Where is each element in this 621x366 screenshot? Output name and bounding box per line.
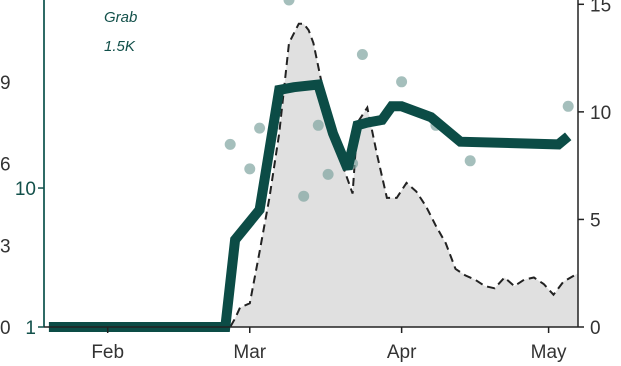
legend-value: 1.5K <box>104 38 136 55</box>
scatter-point <box>254 122 266 134</box>
scatter-point <box>224 138 236 150</box>
left-inner-tick-label: 10 <box>15 179 36 200</box>
scatter-point <box>356 49 368 60</box>
main-series-line <box>48 79 572 332</box>
x-tick-label: Mar <box>233 342 266 363</box>
right-tick-label: 10 <box>590 103 611 124</box>
x-tick-label: Apr <box>387 342 417 363</box>
scatter-point <box>312 119 324 131</box>
dashed-series <box>48 22 579 328</box>
right-tick-label: 5 <box>590 210 601 231</box>
left-tick-label: 0 <box>0 318 11 339</box>
scatter-point <box>244 163 256 175</box>
scatter-point <box>562 100 574 112</box>
right-tick-label: 15 <box>590 0 611 16</box>
scatter-point <box>322 168 334 180</box>
left-inner-axis-ticks: 1 10 <box>15 179 44 339</box>
legend: Grab 1.5K <box>104 9 137 55</box>
left-tick-label: 9 <box>0 73 11 94</box>
dashed-series-line <box>48 22 579 328</box>
scatter-point <box>298 190 310 202</box>
axes <box>43 0 579 328</box>
scatter-point <box>464 155 476 167</box>
x-axis-ticks: Feb Mar Apr May <box>91 327 567 363</box>
scatter-point <box>283 0 295 6</box>
x-tick-label: Feb <box>91 342 124 363</box>
left-tick-label: 3 <box>0 236 11 257</box>
x-tick-label: May <box>531 342 567 363</box>
area-series <box>48 23 578 327</box>
legend-label: Grab <box>104 9 137 26</box>
left-inner-tick-label: 1 <box>25 318 36 339</box>
left-tick-label: 6 <box>0 155 11 176</box>
scatter-point <box>396 76 408 88</box>
right-tick-label: 0 <box>590 318 601 339</box>
right-axis-ticks: 0 5 10 15 <box>578 0 611 339</box>
line-series <box>48 79 572 332</box>
left-axis-ticks: 0 3 6 9 <box>0 73 11 339</box>
area-fill <box>48 23 578 327</box>
